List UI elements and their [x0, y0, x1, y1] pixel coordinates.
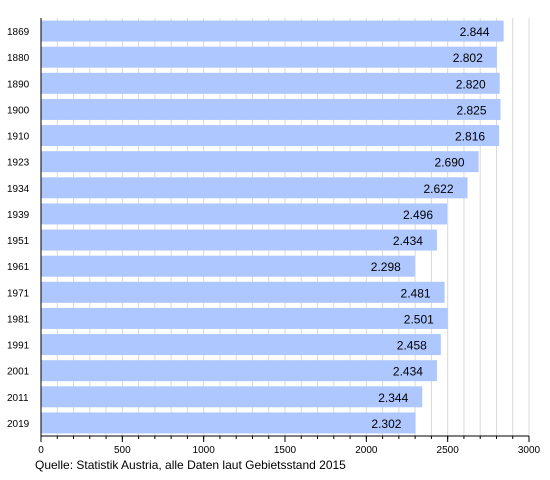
- data-label: 2.690: [435, 156, 465, 170]
- data-label: 2.496: [403, 208, 433, 222]
- category-label: 2001: [7, 367, 30, 378]
- labels: 1869 2.844 1880 2.802 1890 2.820 1900 2.825 1910…: [7, 25, 541, 456]
- bar: [41, 360, 437, 382]
- data-label: 2.434: [393, 234, 423, 248]
- data-label: 2.458: [397, 339, 427, 353]
- x-tick-label: 0: [38, 445, 44, 456]
- bar: [41, 125, 500, 147]
- category-label: 1890: [7, 79, 30, 90]
- x-tick-label: 1500: [274, 445, 297, 456]
- axes: [40, 18, 530, 442]
- bar: [41, 281, 445, 303]
- data-label: 2.481: [401, 286, 431, 300]
- data-label: 2.825: [457, 103, 487, 117]
- bar: [41, 46, 497, 68]
- category-label: 1981: [7, 314, 30, 325]
- category-label: 1923: [7, 158, 30, 169]
- bar: [41, 98, 501, 120]
- category-label: 1971: [7, 288, 30, 299]
- data-label: 2.802: [453, 51, 483, 65]
- bar: [41, 203, 448, 225]
- bar: [41, 229, 437, 251]
- bar: [41, 307, 448, 329]
- x-tick-label: 500: [114, 445, 131, 456]
- bar: [41, 72, 500, 94]
- bar: [41, 255, 415, 277]
- data-label: 2.302: [371, 417, 401, 431]
- bar: [41, 20, 504, 42]
- x-tick-label: 2000: [355, 445, 378, 456]
- data-label: 2.820: [456, 77, 486, 91]
- bar: [41, 334, 441, 356]
- bar: [41, 177, 468, 199]
- bar: [41, 151, 479, 173]
- category-label: 1961: [7, 262, 30, 273]
- category-label: 1910: [7, 132, 30, 143]
- bars: [41, 20, 504, 434]
- bar: [41, 386, 423, 408]
- data-label: 2.501: [404, 312, 434, 326]
- data-label: 2.434: [393, 365, 423, 379]
- data-label: 2.816: [455, 130, 485, 144]
- category-label: 1939: [7, 210, 30, 221]
- data-label: 2.298: [371, 260, 401, 274]
- category-label: 1991: [7, 341, 30, 352]
- category-label: 1951: [7, 236, 30, 247]
- data-label: 2.622: [423, 182, 453, 196]
- data-label: 2.844: [460, 25, 490, 39]
- category-label: 2019: [7, 419, 30, 430]
- source-note: Quelle: Statistik Austria, alle Daten la…: [35, 458, 346, 472]
- x-tick-label: 1000: [193, 445, 216, 456]
- category-label: 1869: [7, 27, 30, 38]
- category-label: 1900: [7, 105, 30, 116]
- category-label: 1934: [7, 184, 30, 195]
- data-label: 2.344: [378, 391, 408, 405]
- category-label: 2011: [7, 393, 29, 404]
- category-label: 1880: [7, 53, 30, 64]
- x-tick-label: 2500: [437, 445, 460, 456]
- x-tick-label: 3000: [518, 445, 541, 456]
- bar: [41, 412, 416, 434]
